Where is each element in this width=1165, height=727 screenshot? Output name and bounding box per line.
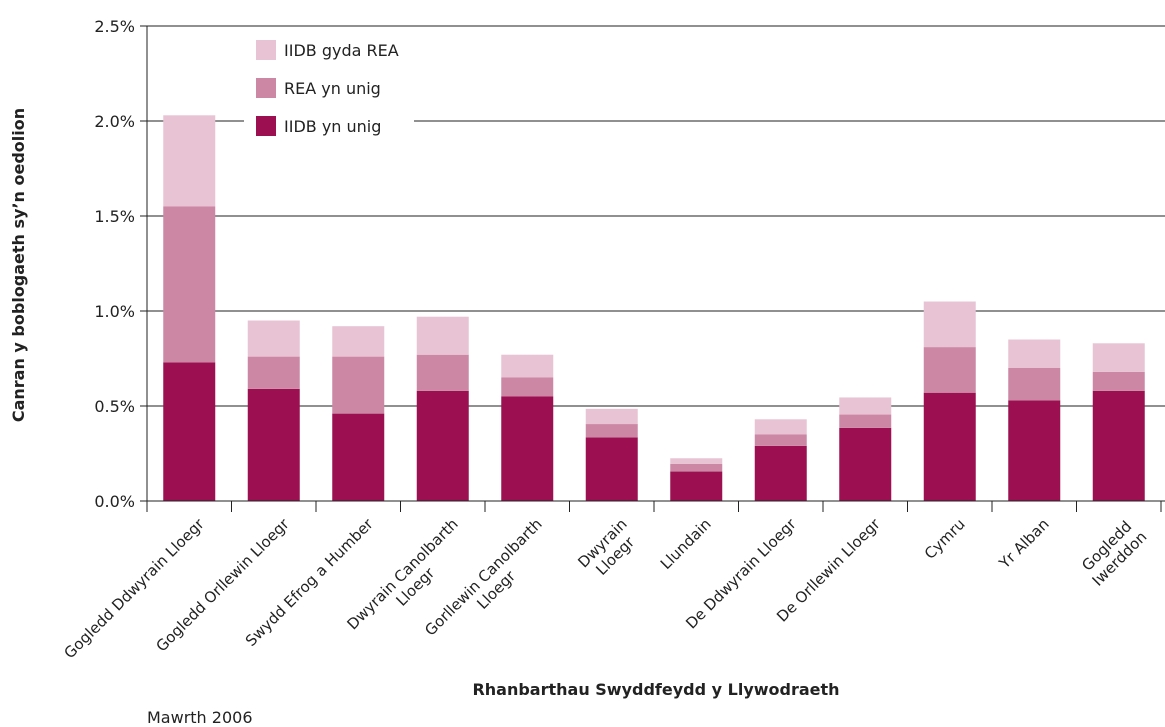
bar-segment	[416, 354, 469, 391]
bar-segment	[247, 320, 300, 357]
y-axis-title: Canran y boblogaeth sy’n oedolion	[9, 108, 28, 422]
legend-swatch	[256, 116, 276, 136]
bar-segment	[670, 463, 723, 472]
y-tick-label: 0.5%	[94, 397, 135, 416]
bar-segment	[585, 424, 638, 438]
bar-segment	[670, 458, 723, 464]
legend-swatch	[256, 78, 276, 98]
bar-segment	[416, 390, 469, 501]
bar-segment	[163, 115, 216, 207]
bar-segment	[332, 326, 385, 357]
bar-segment	[501, 354, 554, 378]
y-tick-label: 2.5%	[94, 17, 135, 36]
y-tick-label: 1.0%	[94, 302, 135, 321]
bar-segment	[1092, 371, 1145, 391]
bar-segment	[839, 427, 892, 501]
bar-segment	[839, 397, 892, 415]
bar-segment	[1008, 368, 1061, 401]
bar-segment	[501, 396, 554, 501]
bar-segment	[416, 316, 469, 355]
bar-segment	[923, 392, 976, 501]
bar-segment	[247, 388, 300, 501]
bar-segment	[585, 437, 638, 501]
x-axis-title: Rhanbarthau Swyddfeydd y Llywodraeth	[472, 680, 839, 699]
bar-segment	[923, 301, 976, 348]
bar-segment	[839, 414, 892, 428]
bar-segment	[332, 356, 385, 414]
bar-segment	[670, 471, 723, 501]
bar-segment	[501, 377, 554, 397]
footnote: Mawrth 2006	[147, 708, 253, 727]
bar-segment	[1092, 343, 1145, 372]
bar-segment	[754, 445, 807, 501]
bar-segment	[754, 434, 807, 446]
bar-segment	[585, 408, 638, 425]
legend-swatch	[256, 40, 276, 60]
bar-segment	[332, 413, 385, 501]
y-tick-label: 1.5%	[94, 207, 135, 226]
legend-label: IIDB yn unig	[284, 117, 381, 136]
bar-segment	[1008, 339, 1061, 368]
legend-label: REA yn unig	[284, 79, 381, 98]
bar-segment	[1008, 400, 1061, 501]
bar-segment	[923, 347, 976, 393]
bar-segment	[1092, 390, 1145, 501]
y-tick-label: 0.0%	[94, 492, 135, 511]
bar-segment	[163, 206, 216, 363]
bar-segment	[163, 362, 216, 501]
legend-label: IIDB gyda REA	[284, 41, 399, 60]
bar-segment	[247, 356, 300, 389]
bar-segment	[754, 419, 807, 435]
y-tick-label: 2.0%	[94, 112, 135, 131]
